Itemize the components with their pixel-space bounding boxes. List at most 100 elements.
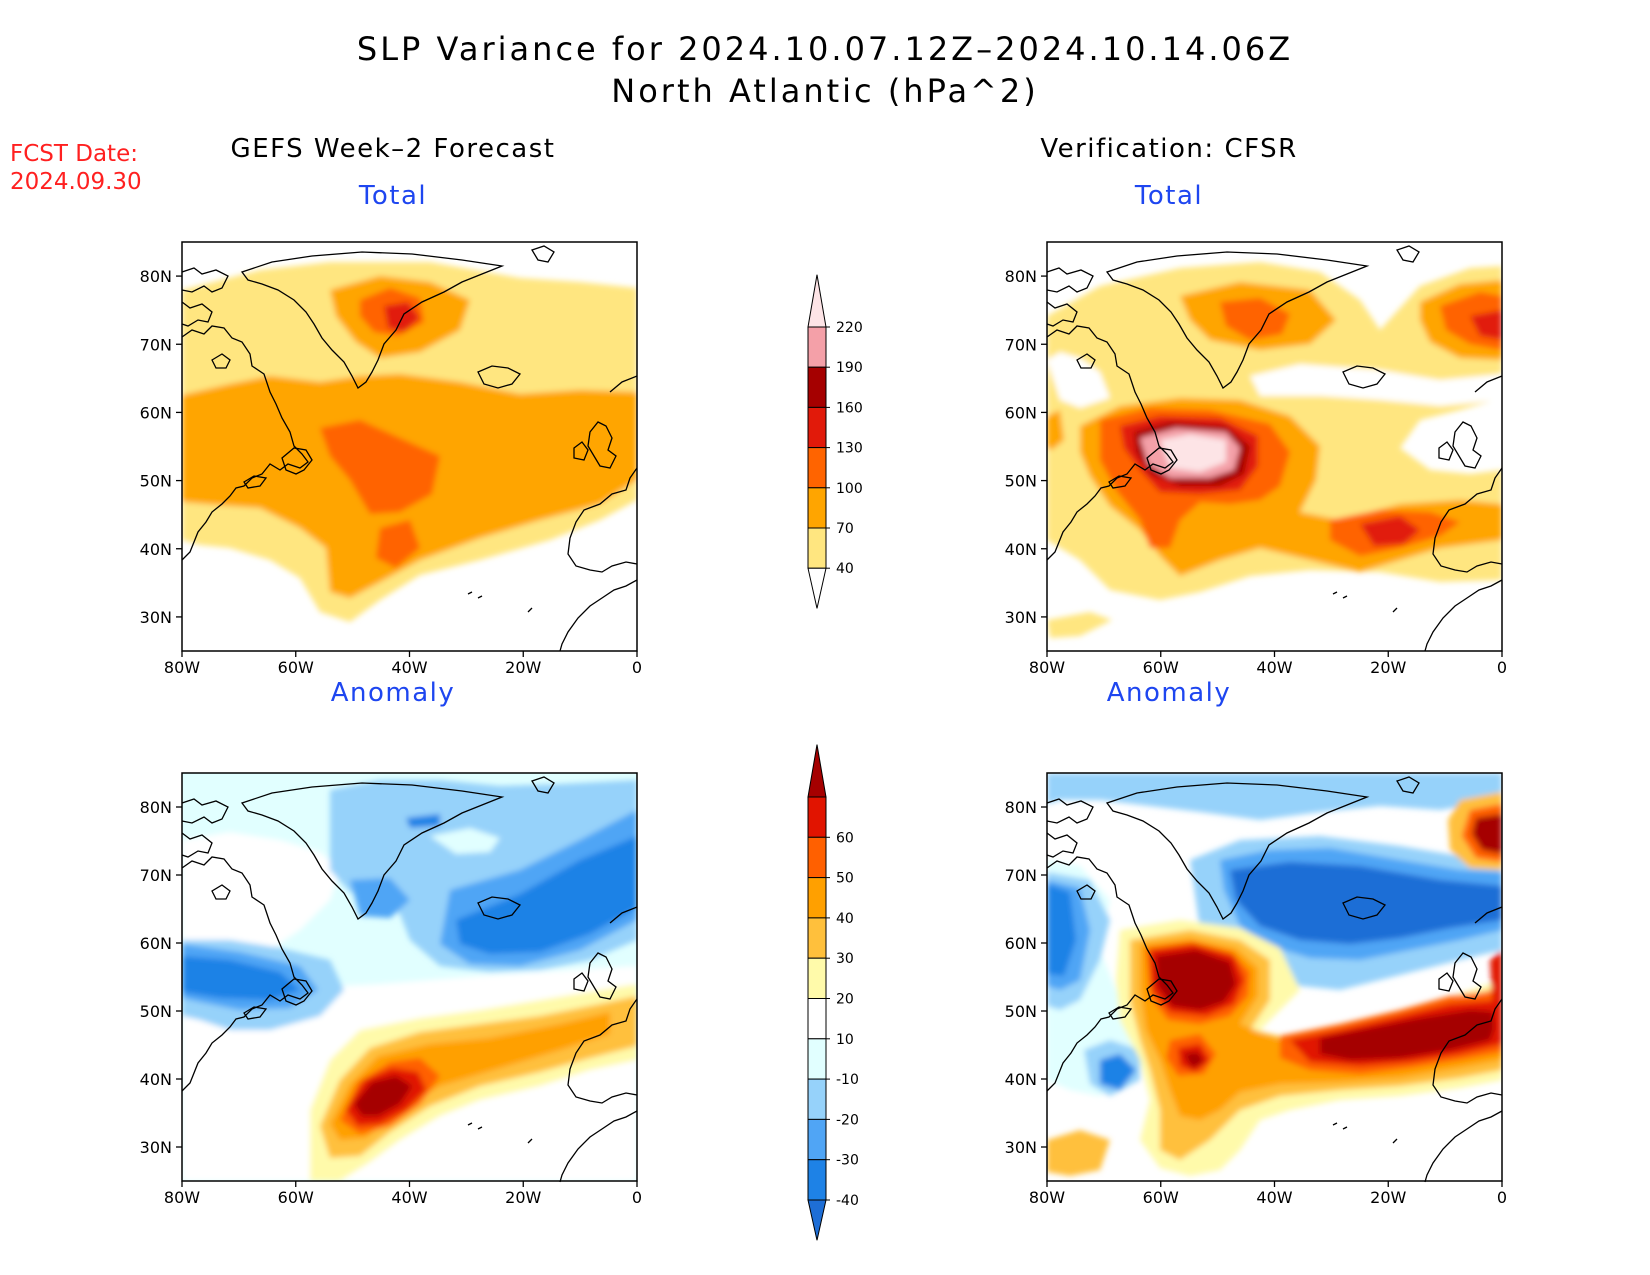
lat-tick-label: 30N [1005,608,1037,627]
lon-tick-label: 40W [391,1188,427,1207]
lon-tick-label: 0 [632,1188,642,1207]
lat-tick-label: 40N [140,540,172,559]
colorbar-swatch [807,917,827,959]
lon-tick-label: 0 [1497,658,1507,677]
colorbar-label: 40 [836,911,854,927]
lon-tick-label: 20W [505,658,541,677]
lon-tick-label: 80W [1029,1188,1065,1207]
figure-title-line-2: North Atlantic (hPa^2) [611,72,1039,110]
verification-anomaly-axes: 30N 40N 50N 60N 70N 80N 80W 60W 40W 20W 0 [1005,798,1507,1207]
colorbar-label: 220 [836,320,863,336]
forecast-anomaly-map [181,772,638,1183]
forecast-total-axes: 30N 40N 50N 60N 70N 80N 80W 60W 40W 20W 0 [140,267,642,677]
verification-total-axes: 30N 40N 50N 60N 70N 80N 80W 60W 40W 20W 0 [1005,267,1507,677]
colorbar-swatch [807,366,827,408]
lat-tick-label: 70N [140,335,172,354]
colorbar-label: 60 [836,830,854,846]
colorbar-label: 10 [836,1032,854,1048]
lat-tick-label: 40N [140,1070,172,1089]
colorbar-swatch [807,796,827,838]
colorbar-label: 70 [836,521,854,537]
left-column-heading: GEFS Week–2 Forecast [230,134,556,164]
lat-tick-label: 60N [1005,934,1037,953]
colorbar-swatch [807,1159,827,1201]
lon-tick-label: 40W [1256,658,1292,677]
lon-tick-label: 20W [505,1188,541,1207]
colorbar-swatch [807,998,827,1040]
colorbar-swatch [807,406,827,449]
lon-tick-label: 40W [391,658,427,677]
colorbar-label: 20 [836,992,854,1008]
verification-anomaly-title: Anomaly [1106,678,1232,708]
lat-tick-label: 50N [1005,472,1037,491]
colorbar-swatch [807,487,827,529]
forecast-date-block: FCST Date: 2024.09.30 [10,140,142,196]
lat-tick-label: 40N [1005,540,1037,559]
colorbar-swatch [807,447,827,489]
lon-tick-label: 20W [1370,1188,1406,1207]
lon-tick-label: 80W [164,1188,200,1207]
colorbar-label: -30 [836,1153,859,1169]
lat-tick-label: 80N [140,798,172,817]
lat-tick-label: 80N [1005,798,1037,817]
colorbar-label: 160 [836,400,863,416]
verification-total-title: Total [1134,181,1204,211]
lat-tick-label: 30N [140,1138,172,1157]
lat-tick-label: 30N [140,608,172,627]
lat-tick-label: 80N [140,267,172,286]
lat-tick-label: 40N [1005,1070,1037,1089]
colorbar-label: 190 [836,360,863,376]
colorbar-bottom-arrow [807,1199,827,1241]
total-colorbar: 40 70 100 130 160 190 220 [807,274,863,609]
lat-tick-label: 80N [1005,267,1037,286]
axes-layer: 30N 40N 50N 60N 70N 80N 80W 60W 40W 20W 0 30N 40N 50N… [140,267,1507,1207]
colorbar-bottom-arrow [807,567,827,609]
colorbar-label: -40 [836,1193,859,1209]
lat-tick-label: 60N [1005,403,1037,422]
colorbar-label: -10 [836,1072,859,1088]
colorbar-swatch [807,877,827,919]
colorbar-label: 130 [836,441,863,457]
colorbar-top-arrow [807,274,827,328]
forecast-total-title: Total [358,181,428,211]
colorbar-swatch [807,326,827,368]
colorbar-label: -20 [836,1112,859,1128]
fcst-date-value: 2024.09.30 [10,169,142,195]
lat-tick-label: 70N [1005,866,1037,885]
colorbar-swatch [807,1038,827,1080]
lon-tick-label: 40W [1256,1188,1292,1207]
lat-tick-label: 30N [1005,1138,1037,1157]
lat-tick-label: 70N [140,866,172,885]
lon-tick-label: 60W [1143,658,1179,677]
colorbar-label: 100 [836,481,863,497]
lon-tick-label: 20W [1370,658,1406,677]
colorbar-swatch [807,836,827,879]
lon-tick-label: 60W [278,658,314,677]
fcst-date-label: FCST Date: [10,141,138,167]
lat-tick-label: 60N [140,934,172,953]
lon-tick-label: 0 [1497,1188,1507,1207]
figure-title-line-1: SLP Variance for 2024.10.07.12Z–2024.10.… [356,30,1294,68]
lat-tick-label: 60N [140,403,172,422]
lon-tick-label: 60W [1143,1188,1179,1207]
verification-total-map [1046,241,1503,652]
forecast-anomaly-axes: 30N 40N 50N 60N 70N 80N 80W 60W 40W 20W 0 [140,798,642,1207]
colorbar-swatch [807,527,827,569]
lon-tick-label: 80W [1029,658,1065,677]
lon-tick-label: 60W [278,1188,314,1207]
colorbar-top-arrow [807,744,827,798]
colorbar-label: 40 [836,561,854,577]
lat-tick-label: 50N [1005,1002,1037,1021]
right-column-heading: Verification: CFSR [1040,134,1298,164]
colorbar-label: 30 [836,951,854,967]
colorbar-label: 50 [836,871,854,887]
anomaly-colorbar: -40 -30 -20 -10 10 20 30 40 50 60 [807,744,859,1241]
verification-anomaly-map [1046,772,1503,1183]
lat-tick-label: 50N [140,1002,172,1021]
colorbar-swatch [807,957,827,1000]
lon-tick-label: 80W [164,658,200,677]
lat-tick-label: 50N [140,472,172,491]
colorbar-swatch [807,1078,827,1120]
forecast-total-map [181,241,638,652]
